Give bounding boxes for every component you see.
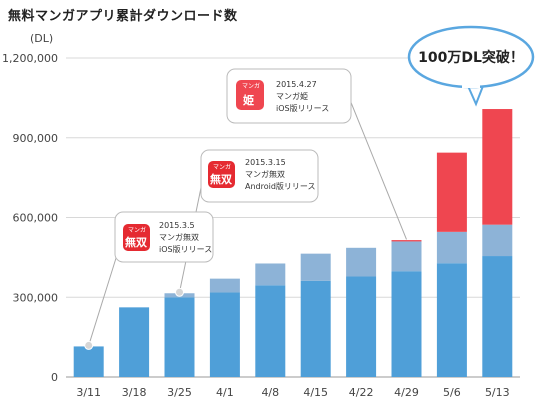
app-icon — [208, 161, 235, 188]
app-icon-label: 姫 — [243, 93, 254, 107]
callout-note: iOS版リリース — [276, 103, 329, 113]
bar-segment-4-22-s1 — [346, 247, 377, 277]
bar-segment-3-25-s0 — [164, 297, 195, 377]
callout-date: 2015.4.27 — [276, 80, 317, 89]
callout-name: マンガ無双 — [245, 169, 285, 179]
bubble-tail — [466, 85, 485, 107]
callout-muso-android: マンガ 無双 2015.3.15 マンガ無双 Android版リリース — [200, 149, 319, 203]
y-tick-label: 900,000 — [13, 132, 59, 145]
bar-segment-3-11-s0 — [73, 346, 104, 377]
callout-hime-ios: マンガ 姫 2015.4.27 マンガ姫 iOS版リリース — [226, 68, 352, 124]
x-axis: 3/11 3/18 3/25 4/1 4/8 4/15 4/22 4/29 5/6 5/13 — [76, 386, 509, 399]
app-icon — [236, 80, 264, 110]
callout-name: マンガ姫 — [276, 91, 308, 101]
x-tick-label: 3/18 — [122, 386, 147, 399]
page-title: 無料マンガアプリ累計ダウンロード数 — [8, 9, 238, 24]
leader-dot — [175, 287, 184, 297]
y-unit-label: (DL) — [30, 32, 53, 45]
bar-segment-5-13-s1 — [482, 224, 513, 257]
bar-segment-3-18-s0 — [119, 307, 150, 377]
y-tick-label: 600,000 — [13, 212, 59, 225]
bar-segment-4-1-s1 — [209, 278, 240, 293]
callout-date: 2015.3.5 — [159, 221, 195, 230]
app-icon-sub: マンガ — [128, 226, 146, 234]
app-icon-sub: マンガ — [242, 82, 260, 90]
bubble-text: 100万DL突破！ — [418, 49, 524, 66]
callout-name: マンガ無双 — [159, 232, 199, 242]
bar-segment-5-13-s2 — [482, 109, 513, 225]
x-tick-label: 4/22 — [349, 386, 374, 399]
bar-segment-4-29-s2 — [391, 240, 422, 242]
bar-segment-4-29-s1 — [391, 241, 422, 272]
x-tick-label: 4/8 — [261, 386, 279, 399]
app-icon-sub: マンガ — [213, 163, 231, 171]
milestone-bubble: 100万DL突破！ — [407, 25, 535, 107]
bars — [73, 109, 513, 377]
leader-line — [88, 254, 118, 346]
app-icon-label: 無双 — [125, 235, 147, 249]
bar-segment-5-6-s1 — [436, 231, 467, 264]
bar-segment-4-8-s1 — [255, 263, 286, 286]
callout-date: 2015.3.15 — [245, 158, 286, 167]
bar-segment-4-1-s0 — [209, 292, 240, 377]
x-tick-label: 3/11 — [76, 386, 101, 399]
bar-segment-4-22-s0 — [346, 276, 377, 377]
bar-segment-4-15-s1 — [300, 253, 331, 281]
bar-segment-5-6-s2 — [436, 152, 467, 232]
app-icon-label: 無双 — [210, 172, 232, 186]
bar-segment-4-29-s0 — [391, 271, 422, 377]
bar-segment-5-13-s0 — [482, 256, 513, 377]
y-axis: 0 300,000 600,000 900,000 1,200,000 — [2, 52, 58, 384]
x-tick-label: 4/29 — [394, 386, 419, 399]
x-tick-label: 4/15 — [303, 386, 328, 399]
y-tick-label: 300,000 — [13, 291, 59, 304]
bar-segment-4-8-s0 — [255, 285, 286, 377]
x-tick-label: 3/25 — [167, 386, 192, 399]
y-tick-label: 1,200,000 — [2, 52, 58, 65]
callout-muso-ios: マンガ 無双 2015.3.5 マンガ無双 iOS版リリース — [114, 211, 214, 263]
bar-segment-5-6-s0 — [436, 263, 467, 377]
bar-segment-4-15-s0 — [300, 280, 331, 377]
app-icon — [123, 224, 150, 251]
x-tick-label: 4/1 — [216, 386, 234, 399]
y-tick-label: 0 — [51, 371, 58, 384]
leader-dot — [84, 340, 94, 350]
leader-line — [349, 99, 407, 240]
x-tick-label: 5/13 — [485, 386, 510, 399]
x-tick-label: 5/6 — [443, 386, 461, 399]
callout-note: Android版リリース — [245, 181, 316, 191]
callout-note: iOS版リリース — [159, 244, 212, 254]
